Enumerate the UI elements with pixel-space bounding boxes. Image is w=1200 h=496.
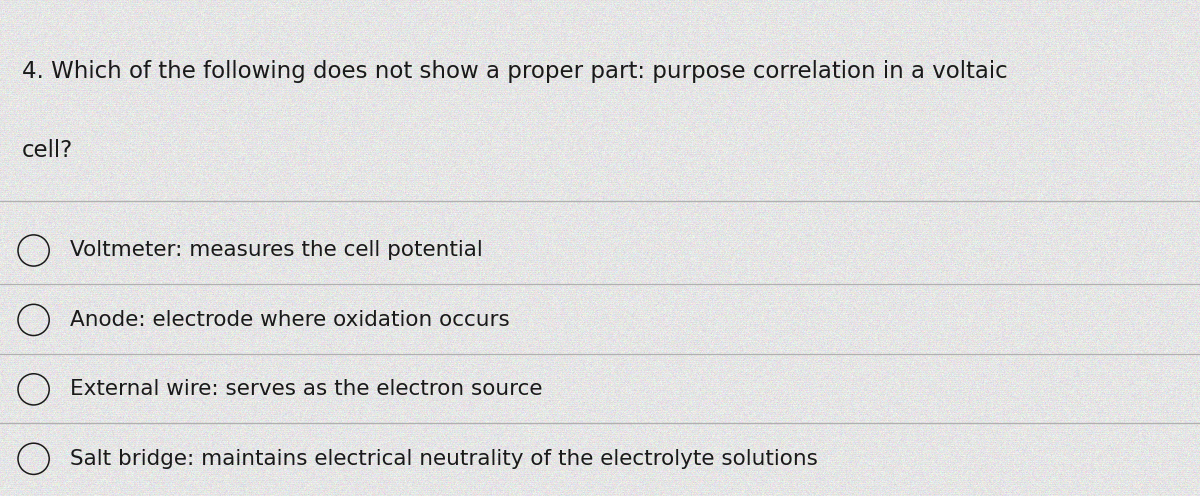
Text: Salt bridge: maintains electrical neutrality of the electrolyte solutions: Salt bridge: maintains electrical neutra… [70, 449, 817, 469]
Text: 4. Which of the following does not show a proper part: purpose correlation in a : 4. Which of the following does not show … [22, 60, 1007, 82]
Text: Voltmeter: measures the cell potential: Voltmeter: measures the cell potential [70, 241, 482, 260]
Text: External wire: serves as the electron source: External wire: serves as the electron so… [70, 379, 542, 399]
Text: cell?: cell? [22, 139, 73, 162]
Text: Anode: electrode where oxidation occurs: Anode: electrode where oxidation occurs [70, 310, 509, 330]
